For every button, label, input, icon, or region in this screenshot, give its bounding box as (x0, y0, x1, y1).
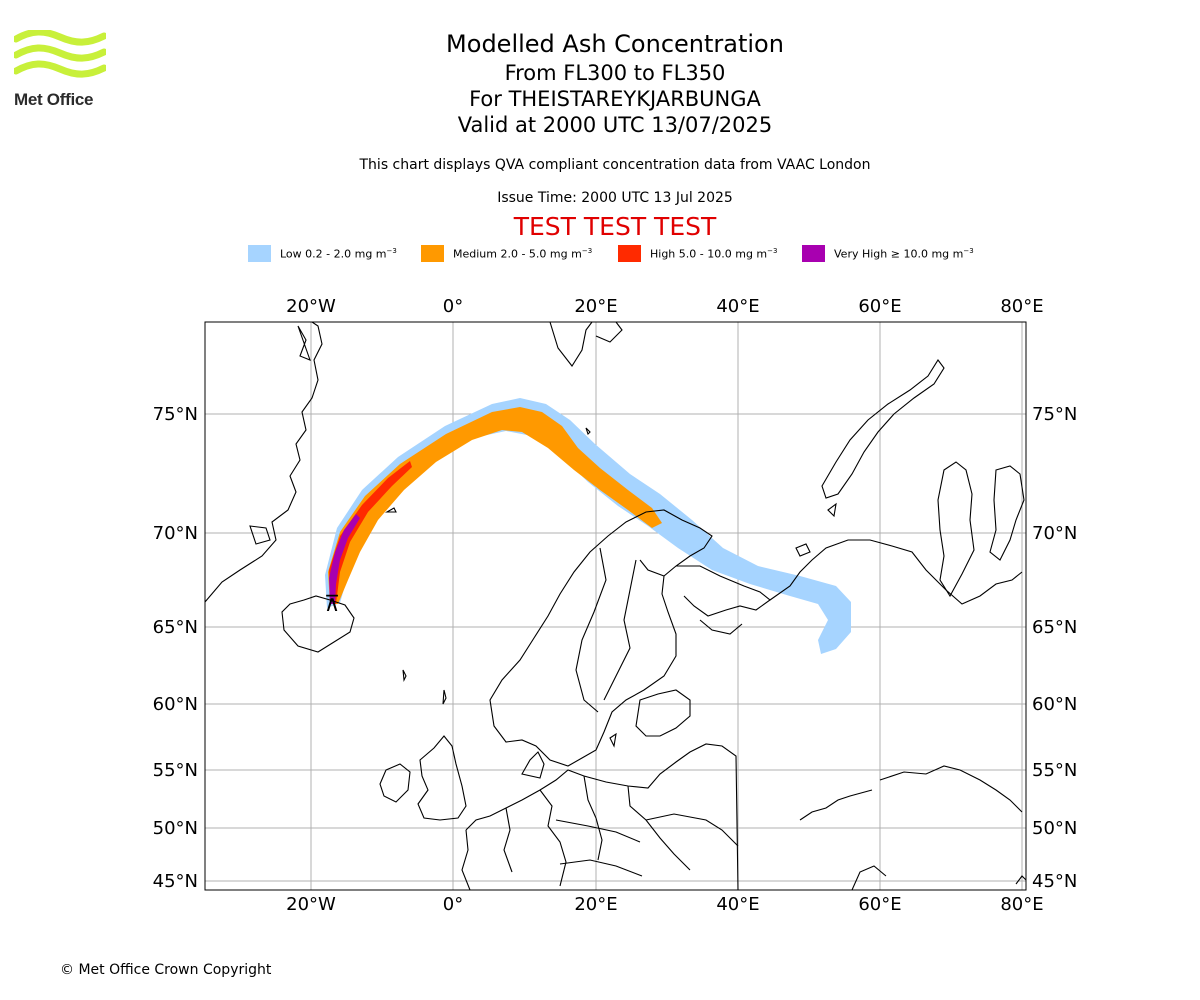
test-banner: TEST TEST TEST (513, 212, 717, 241)
met-office-wave-icon (14, 30, 106, 78)
title-line-3: For THEISTAREYKJARBUNGA (469, 87, 761, 111)
ash-medium-region (328, 407, 662, 604)
lat-label-right: 70°N (1032, 523, 1077, 544)
lon-label-bottom: 60°E (858, 894, 901, 915)
legend-swatch-high (618, 245, 641, 262)
ash-low-region (325, 398, 851, 654)
issue-time: Issue Time: 2000 UTC 13 Jul 2025 (497, 190, 733, 206)
legend-label-medium: Medium 2.0 - 5.0 mg m−3 (453, 247, 593, 261)
lat-label-right: 45°N (1032, 871, 1077, 892)
legend-label-high: High 5.0 - 10.0 mg m−3 (650, 247, 778, 261)
lat-label-right: 65°N (1032, 617, 1077, 638)
chart-title: Modelled Ash Concentration From FL300 to… (0, 28, 1200, 138)
copyright: © Met Office Crown Copyright (60, 962, 272, 978)
coastlines (205, 322, 1026, 890)
lon-labels-top: 20°W 0° 20°E 40°E 60°E 80°E (286, 296, 1043, 317)
lon-labels-bottom: 20°W 0° 20°E 40°E 60°E 80°E (286, 894, 1043, 915)
qva-note: This chart displays QVA compliant concen… (359, 157, 871, 173)
lat-label-left: 45°N (153, 871, 198, 892)
logo-text: Met Office (14, 90, 94, 109)
lat-label-right: 55°N (1032, 760, 1077, 781)
lon-label-top: 0° (443, 296, 463, 317)
lon-label-bottom: 40°E (716, 894, 759, 915)
legend-swatch-very-high (802, 245, 825, 262)
lon-label-top: 20°E (574, 296, 617, 317)
title-line-2: From FL300 to FL350 (504, 61, 726, 85)
volcano-marker-icon: ⊼ (324, 592, 340, 617)
lat-label-left: 60°N (153, 694, 198, 715)
lon-label-bottom: 80°E (1000, 894, 1043, 915)
lat-label-right: 50°N (1032, 818, 1077, 839)
lat-labels-right: 75°N 70°N 65°N 60°N 55°N 50°N 45°N (1032, 404, 1077, 892)
lon-label-top: 80°E (1000, 296, 1043, 317)
lon-label-bottom: 20°E (574, 894, 617, 915)
title-line-1: Modelled Ash Concentration (446, 30, 784, 58)
legend-swatch-medium (421, 245, 444, 262)
lat-label-left: 50°N (153, 818, 198, 839)
lat-label-left: 75°N (153, 404, 198, 425)
lon-label-top: 60°E (858, 296, 901, 317)
lat-label-left: 55°N (153, 760, 198, 781)
legend-label-very-high: Very High ≥ 10.0 mg m−3 (834, 247, 974, 261)
lat-label-left: 65°N (153, 617, 198, 638)
title-line-4: Valid at 2000 UTC 13/07/2025 (457, 113, 773, 137)
lon-label-bottom: 0° (443, 894, 463, 915)
lon-label-top: 20°W (286, 296, 336, 317)
lat-label-right: 60°N (1032, 694, 1077, 715)
lon-label-top: 40°E (716, 296, 759, 317)
legend-label-low: Low 0.2 - 2.0 mg m−3 (280, 247, 397, 261)
lat-label-right: 75°N (1032, 404, 1077, 425)
met-office-logo: Met Office (14, 30, 110, 110)
legend-swatch-low (248, 245, 271, 262)
lat-label-left: 70°N (153, 523, 198, 544)
lat-labels-left: 75°N 70°N 65°N 60°N 55°N 50°N 45°N (153, 404, 198, 892)
lon-label-bottom: 20°W (286, 894, 336, 915)
map-frame (204, 321, 1027, 891)
ash-very-high-region (329, 514, 360, 604)
